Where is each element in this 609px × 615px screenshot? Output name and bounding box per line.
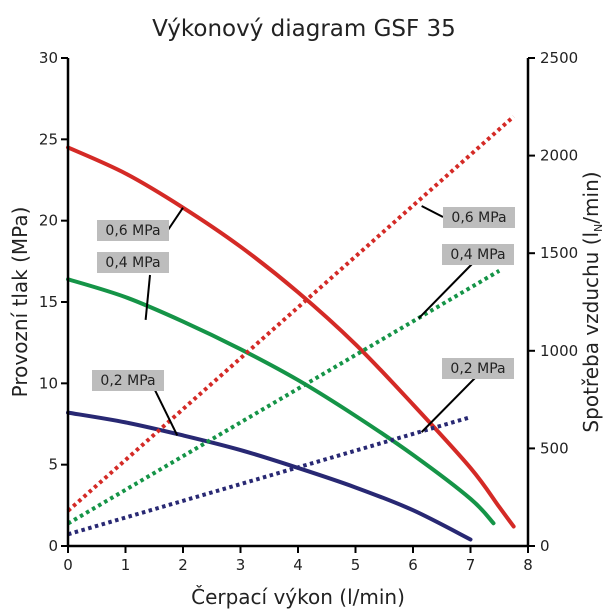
y-left-tick-label: 15 (39, 293, 58, 311)
x-ticks: 0 1 2 3 4 5 6 7 8 (63, 546, 533, 574)
callout-label: 0,6 MPa (105, 223, 160, 239)
callout-leader-line (144, 274, 151, 320)
y-left-tick-label: 5 (48, 456, 58, 474)
x-tick-label: 8 (523, 556, 533, 574)
x-tick-label: 1 (121, 556, 131, 574)
y-left-tick-label: 25 (39, 130, 58, 148)
y-right-tick-label: 2500 (540, 49, 578, 67)
y-right-tick-label: 1500 (540, 244, 578, 262)
y-right-tick-label: 1000 (540, 342, 578, 360)
y-left-ticks: 0 5 10 15 20 25 30 (39, 49, 68, 555)
x-tick-label: 6 (408, 556, 418, 574)
x-tick-label: 0 (63, 556, 73, 574)
y-axis-right-title: Spotřeba vzduchu (lN/min) (579, 171, 605, 432)
pressure-curve-02-mpa (66, 410, 473, 542)
callout-label: 0,6 MPa (451, 210, 506, 226)
y-axis-left-title: Provozní tlak (MPa) (8, 207, 32, 398)
y-left-tick-label: 30 (39, 49, 58, 67)
x-tick-label: 3 (236, 556, 246, 574)
callout-box (97, 252, 169, 273)
callout-box (97, 220, 169, 241)
callout-leader-line (418, 263, 473, 319)
x-tick-label: 7 (466, 556, 476, 574)
callout-box (92, 370, 164, 391)
x-axis-title: Čerpací výkon (l/min) (191, 585, 405, 609)
callout-label: 0,2 MPa (450, 361, 505, 377)
chart-title: Výkonový diagram GSF 35 (152, 16, 456, 42)
air-line-02-mpa (67, 415, 472, 537)
callout-box (442, 244, 514, 265)
y-axis-right-title-subscript: N (592, 224, 605, 232)
x-tick-label: 5 (351, 556, 361, 574)
air-line-04-mpa (66, 269, 501, 526)
x-tick-label: 2 (178, 556, 188, 574)
callout-leader-line (421, 205, 444, 218)
callout-label: 0,4 MPa (105, 255, 160, 271)
y-left-tick-label: 20 (39, 212, 58, 230)
callout-leader-line (420, 377, 476, 433)
y-right-tick-label: 0 (540, 537, 550, 555)
y-left-tick-label: 0 (48, 537, 58, 555)
callout-box (442, 358, 514, 379)
y-right-tick-label: 500 (540, 439, 569, 457)
air-line-06-mpa (66, 115, 515, 513)
y-right-ticks: 0 500 1000 1500 2000 2500 (528, 49, 578, 555)
callout-leader-line (167, 207, 184, 231)
callout-label: 0,4 MPa (450, 247, 505, 263)
y-axis-right-title-end: /min) (579, 171, 603, 223)
y-right-tick-label: 2000 (540, 147, 578, 165)
x-tick-label: 4 (293, 556, 303, 574)
y-axis-right-title-main: Spotřeba vzduchu (l (579, 232, 603, 433)
pressure-curve-04-mpa (66, 277, 496, 526)
pressure-curve-06-mpa (66, 145, 516, 529)
series-callouts: 0,6 MPa 0,4 MPa 0,2 MPa 0,6 MPa 0,4 MPa 0,2 M… (92, 205, 515, 436)
callout-box (443, 207, 515, 228)
callout-label: 0,2 MPa (100, 373, 155, 389)
y-left-tick-label: 10 (39, 374, 58, 392)
air-consumption-lines (66, 115, 515, 537)
pressure-curves (66, 145, 516, 542)
